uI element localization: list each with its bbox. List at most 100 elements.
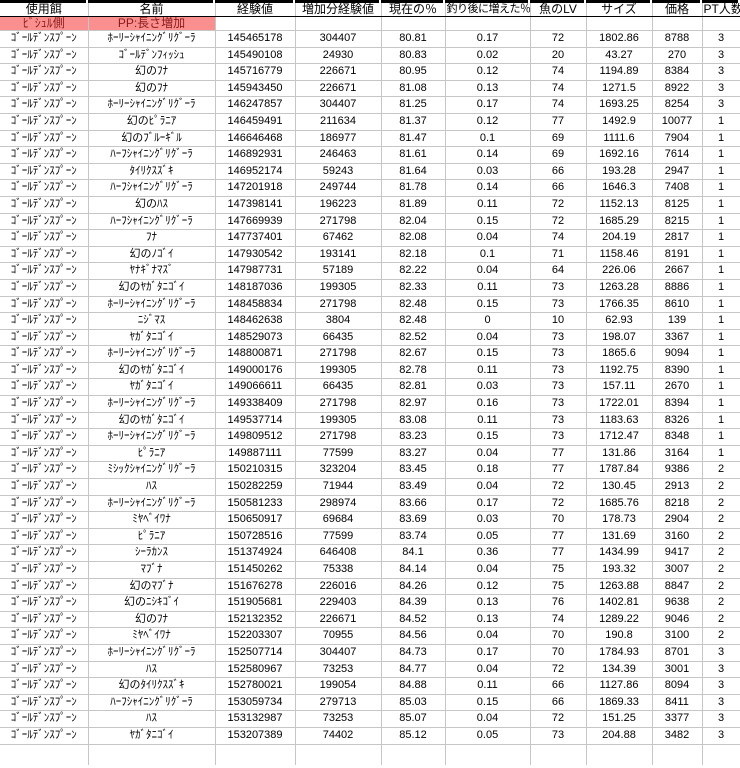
cell-size[interactable]: 1492.9 (586, 113, 653, 131)
cell-bait[interactable]: ｺﾞｰﾙﾃﾞﾝｽﾌﾟｰﾝ (0, 561, 89, 579)
cell-exp-gain[interactable]: 73253 (295, 710, 382, 728)
cell-current-pct[interactable]: 84.56 (381, 627, 446, 645)
cell-exp[interactable]: 148187036 (215, 279, 296, 297)
cell-bait[interactable]: ｺﾞｰﾙﾃﾞﾝｽﾌﾟｰﾝ (0, 627, 89, 645)
cell-exp-gain[interactable]: 59243 (295, 163, 382, 181)
cell-exp-gain[interactable]: 646408 (295, 544, 382, 562)
cell-pct-gain[interactable]: 0.15 (445, 345, 531, 363)
cell-exp-gain[interactable]: 3804 (295, 312, 382, 330)
cell-bait[interactable]: ｺﾞｰﾙﾃﾞﾝｽﾌﾟｰﾝ (0, 262, 89, 280)
cell-fish-lv[interactable]: 77 (530, 544, 587, 562)
cell-size[interactable]: 157.11 (586, 378, 653, 397)
cell-price[interactable]: 9638 (652, 594, 703, 612)
cell-pct-gain[interactable]: 0.18 (445, 461, 531, 480)
cell-price[interactable]: 8411 (652, 694, 703, 712)
cell-current-pct[interactable]: 83.27 (381, 445, 446, 463)
cell-exp-gain[interactable]: 271798 (295, 296, 382, 314)
cell-pct-gain[interactable]: 0 (445, 312, 531, 330)
cell-exp[interactable]: 146892931 (215, 146, 296, 164)
cell-pct-gain[interactable]: 0.17 (445, 495, 531, 513)
cell-pct-gain[interactable]: 0.17 (445, 30, 531, 48)
cell-price[interactable]: 270 (652, 47, 703, 65)
column-header-pt-count[interactable]: PT人数 (702, 3, 740, 17)
cell-pct-gain[interactable]: 0.11 (445, 196, 531, 214)
cell-price[interactable]: 3482 (652, 727, 703, 745)
cell-fish-lv[interactable]: 73 (530, 378, 587, 397)
cell-name[interactable]: ﾏﾌﾞﾅ (88, 561, 216, 579)
cell-name[interactable]: ﾔｶﾞﾀﾆｺﾞｲ (88, 329, 216, 347)
column-header-pct-gain[interactable]: 釣り後に増えた％ (445, 3, 531, 17)
cell-current-pct[interactable]: 82.48 (381, 296, 446, 314)
cell-price[interactable]: 9046 (652, 611, 703, 629)
cell-pt-count[interactable]: 1 (702, 312, 740, 330)
cell-fish-lv[interactable]: 75 (530, 561, 587, 579)
column-header-bait[interactable]: 使用餌 (0, 3, 89, 17)
cell-pt-count[interactable]: 1 (702, 246, 740, 264)
cell-price[interactable]: 8922 (652, 80, 703, 98)
cell-price[interactable]: 3160 (652, 528, 703, 546)
cell-pt-count[interactable]: 3 (702, 47, 740, 65)
cell-price[interactable]: 8348 (652, 428, 703, 446)
cell-pct-gain[interactable]: 0.15 (445, 296, 531, 314)
cell-fish-lv[interactable]: 74 (530, 96, 587, 114)
cell-pct-gain[interactable]: 0.15 (445, 213, 531, 231)
cell-pt-count[interactable]: 2 (702, 544, 740, 562)
cell-size[interactable]: 131.69 (586, 528, 653, 546)
cell-exp-gain[interactable]: 77599 (295, 445, 382, 463)
cell-fish-lv[interactable]: 77 (530, 113, 587, 131)
cell-fish-lv[interactable]: 70 (530, 644, 587, 662)
cell-name[interactable]: ﾋﾟﾗﾆｱ (88, 528, 216, 546)
cell-bait[interactable]: ｺﾞｰﾙﾃﾞﾝｽﾌﾟｰﾝ (0, 694, 89, 712)
cell-current-pct[interactable]: 83.66 (381, 495, 446, 513)
cell-price[interactable]: 8394 (652, 395, 703, 413)
cell-exp[interactable]: 148529073 (215, 329, 296, 347)
cell-fish-lv[interactable]: 72 (530, 196, 587, 214)
cell-price[interactable]: 3100 (652, 627, 703, 645)
cell-pt-count[interactable]: 2 (702, 611, 740, 629)
cell-name[interactable]: ﾊｰﾌｼｬｲﾆﾝｸﾞﾘｸﾞｰﾗ (88, 179, 216, 197)
cell-current-pct[interactable]: 84.77 (381, 661, 446, 679)
cell-bait[interactable]: ｺﾞｰﾙﾃﾞﾝｽﾌﾟｰﾝ (0, 146, 89, 164)
cell-size[interactable]: 1402.81 (586, 594, 653, 612)
cell-fish-lv[interactable]: 73 (530, 412, 587, 430)
cell-exp[interactable]: 148462638 (215, 312, 296, 330)
cell-fish-lv[interactable]: 70 (530, 511, 587, 529)
cell-size[interactable]: 1289.22 (586, 611, 653, 629)
cell-current-pct[interactable]: 81.47 (381, 130, 446, 148)
cell-price[interactable]: 8254 (652, 96, 703, 114)
cell-size[interactable]: 1865.6 (586, 345, 653, 363)
cell-size[interactable]: 1802.86 (586, 30, 653, 48)
cell-size[interactable]: 198.07 (586, 329, 653, 347)
cell-price[interactable]: 3007 (652, 561, 703, 579)
cell-name[interactable]: ﾎｰﾘｰｼｬｲﾆﾝｸﾞﾘｸﾞｰﾗ (88, 30, 216, 48)
cell-exp-gain[interactable]: 77599 (295, 528, 382, 546)
cell-name[interactable]: ﾐﾔﾍﾞｲﾜﾅ (88, 627, 216, 645)
cell-bait[interactable]: ｺﾞｰﾙﾃﾞﾝｽﾌﾟｰﾝ (0, 113, 89, 131)
cell-pt-count[interactable]: 2 (702, 627, 740, 645)
cell-exp[interactable]: 152507714 (215, 644, 296, 662)
cell-name[interactable]: ﾐｼｯｸｼｬｲﾆﾝｸﾞﾘｸﾞｰﾗ (88, 461, 216, 480)
cell-current-pct[interactable]: 85.03 (381, 694, 446, 712)
cell-exp[interactable]: 152780021 (215, 677, 296, 695)
cell-price[interactable]: 3377 (652, 710, 703, 728)
cell-pct-gain[interactable]: 0.05 (445, 528, 531, 546)
cell-exp[interactable]: 153132987 (215, 710, 296, 728)
cell-empty[interactable] (215, 744, 296, 765)
cell-exp-gain[interactable]: 226671 (295, 611, 382, 629)
cell-pct-gain[interactable]: 0.03 (445, 163, 531, 181)
cell-bait[interactable]: ｺﾞｰﾙﾃﾞﾝｽﾌﾟｰﾝ (0, 345, 89, 363)
cell-name[interactable]: ﾎｰﾘｰｼｬｲﾆﾝｸﾞﾘｸﾞｰﾗ (88, 96, 216, 114)
cell-pct-gain[interactable]: 0.04 (445, 627, 531, 645)
cell-pct-gain[interactable]: 0.04 (445, 229, 531, 247)
cell-name[interactable]: ﾊｰﾌｼｬｲﾆﾝｸﾞﾘｸﾞｰﾗ (88, 213, 216, 231)
cell-size[interactable]: 193.32 (586, 561, 653, 579)
cell-empty[interactable] (445, 744, 531, 765)
cell-exp[interactable]: 149887111 (215, 445, 296, 463)
cell-bait[interactable]: ｺﾞｰﾙﾃﾞﾝｽﾌﾟｰﾝ (0, 96, 89, 114)
cell-size[interactable]: 226.06 (586, 262, 653, 280)
cell-price[interactable]: 8390 (652, 362, 703, 380)
cell-exp[interactable]: 150581233 (215, 495, 296, 513)
cell-bait-side[interactable]: ﾋﾞｼｭﾙ側 (0, 16, 89, 31)
cell-bait[interactable]: ｺﾞｰﾙﾃﾞﾝｽﾌﾟｰﾝ (0, 661, 89, 679)
cell-pct-gain[interactable]: 0.13 (445, 80, 531, 98)
